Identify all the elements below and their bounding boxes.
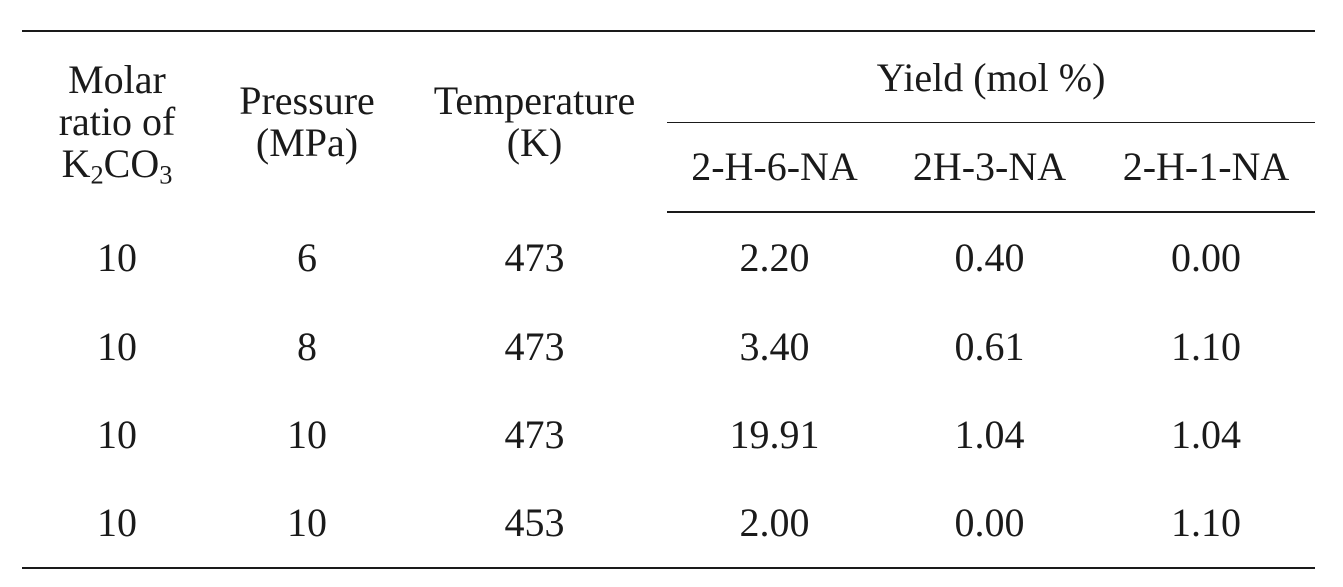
table-cell: 10 (97, 324, 137, 369)
table-row: 10 6 473 2.20 0.40 0.00 (22, 212, 1315, 303)
table-cell: 473 (504, 324, 565, 369)
header-yield-group: Yield (mol %) (667, 30, 1316, 123)
table-cell: 8 (297, 324, 317, 369)
yield-table: Molar ratio of K2CO3 Pressure (MPa) Temp… (22, 30, 1316, 569)
table-cell: 1.10 (1171, 324, 1241, 369)
header-row-top: Molar ratio of K2CO3 Pressure (MPa) Temp… (22, 30, 1316, 212)
table-row: 10 8 473 3.40 0.61 1.10 (22, 303, 1315, 391)
table-cell: 6 (297, 234, 317, 280)
table-row: 10 10 473 19.91 1.04 1.04 (22, 391, 1315, 479)
table-cell: 0.00 (882, 479, 1097, 569)
table-cell: 10 (97, 412, 137, 457)
table-cell: 2.20 (739, 235, 810, 280)
table-cell: 1.04 (1171, 412, 1241, 457)
header-temperature-line2: (K) (506, 120, 563, 165)
table-cell: 10 (287, 412, 327, 457)
data-table-container: Molar ratio of K2CO3 Pressure (MPa) Temp… (22, 30, 1316, 569)
table-cell: 3.40 (739, 324, 810, 369)
table-cell: 10 (212, 479, 402, 569)
table-cell: 1.10 (1097, 479, 1316, 569)
table-row: 10 10 453 2.00 0.00 1.10 (22, 479, 1316, 569)
header-molar-ratio: Molar ratio of K2CO3 (22, 30, 212, 212)
formula-co: CO (103, 141, 160, 186)
header-molar-ratio-line3: K2CO3 (22, 141, 212, 188)
header-temperature: Temperature (K) (402, 30, 667, 212)
formula-k: K (61, 141, 91, 186)
table-cell: 0.61 (954, 324, 1025, 369)
formula-sub-3: 3 (159, 159, 173, 190)
header-molar-ratio-line2: ratio of (58, 99, 176, 144)
table-cell: 453 (402, 479, 667, 569)
table-cell: 1.04 (954, 412, 1025, 457)
table-cell: 473 (504, 412, 565, 457)
table-cell: 10 (22, 479, 212, 569)
table-cell: 2.00 (667, 479, 882, 569)
header-pressure-line2: (MPa) (255, 120, 359, 165)
table-cell: 0.40 (954, 235, 1025, 280)
header-2-h-1-na: 2-H-1-NA (1097, 122, 1316, 213)
table-cell: 0.00 (1171, 235, 1241, 280)
table-cell: 19.91 (729, 412, 820, 457)
header-pressure: Pressure (MPa) (212, 30, 402, 212)
header-pressure-line1: Pressure (239, 78, 375, 123)
header-temperature-line1: Temperature (433, 78, 636, 123)
header-row-sub: 2-H-6-NA 2H-3-NA 2-H-1-NA (22, 122, 1316, 213)
table-cell: 10 (97, 234, 137, 280)
header-2h-3-na: 2H-3-NA (882, 122, 1097, 213)
table-cell: 473 (504, 234, 565, 280)
header-2-h-6-na: 2-H-6-NA (667, 122, 882, 213)
header-molar-ratio-line1: Molar (68, 57, 166, 102)
formula-sub-2: 2 (90, 159, 104, 190)
